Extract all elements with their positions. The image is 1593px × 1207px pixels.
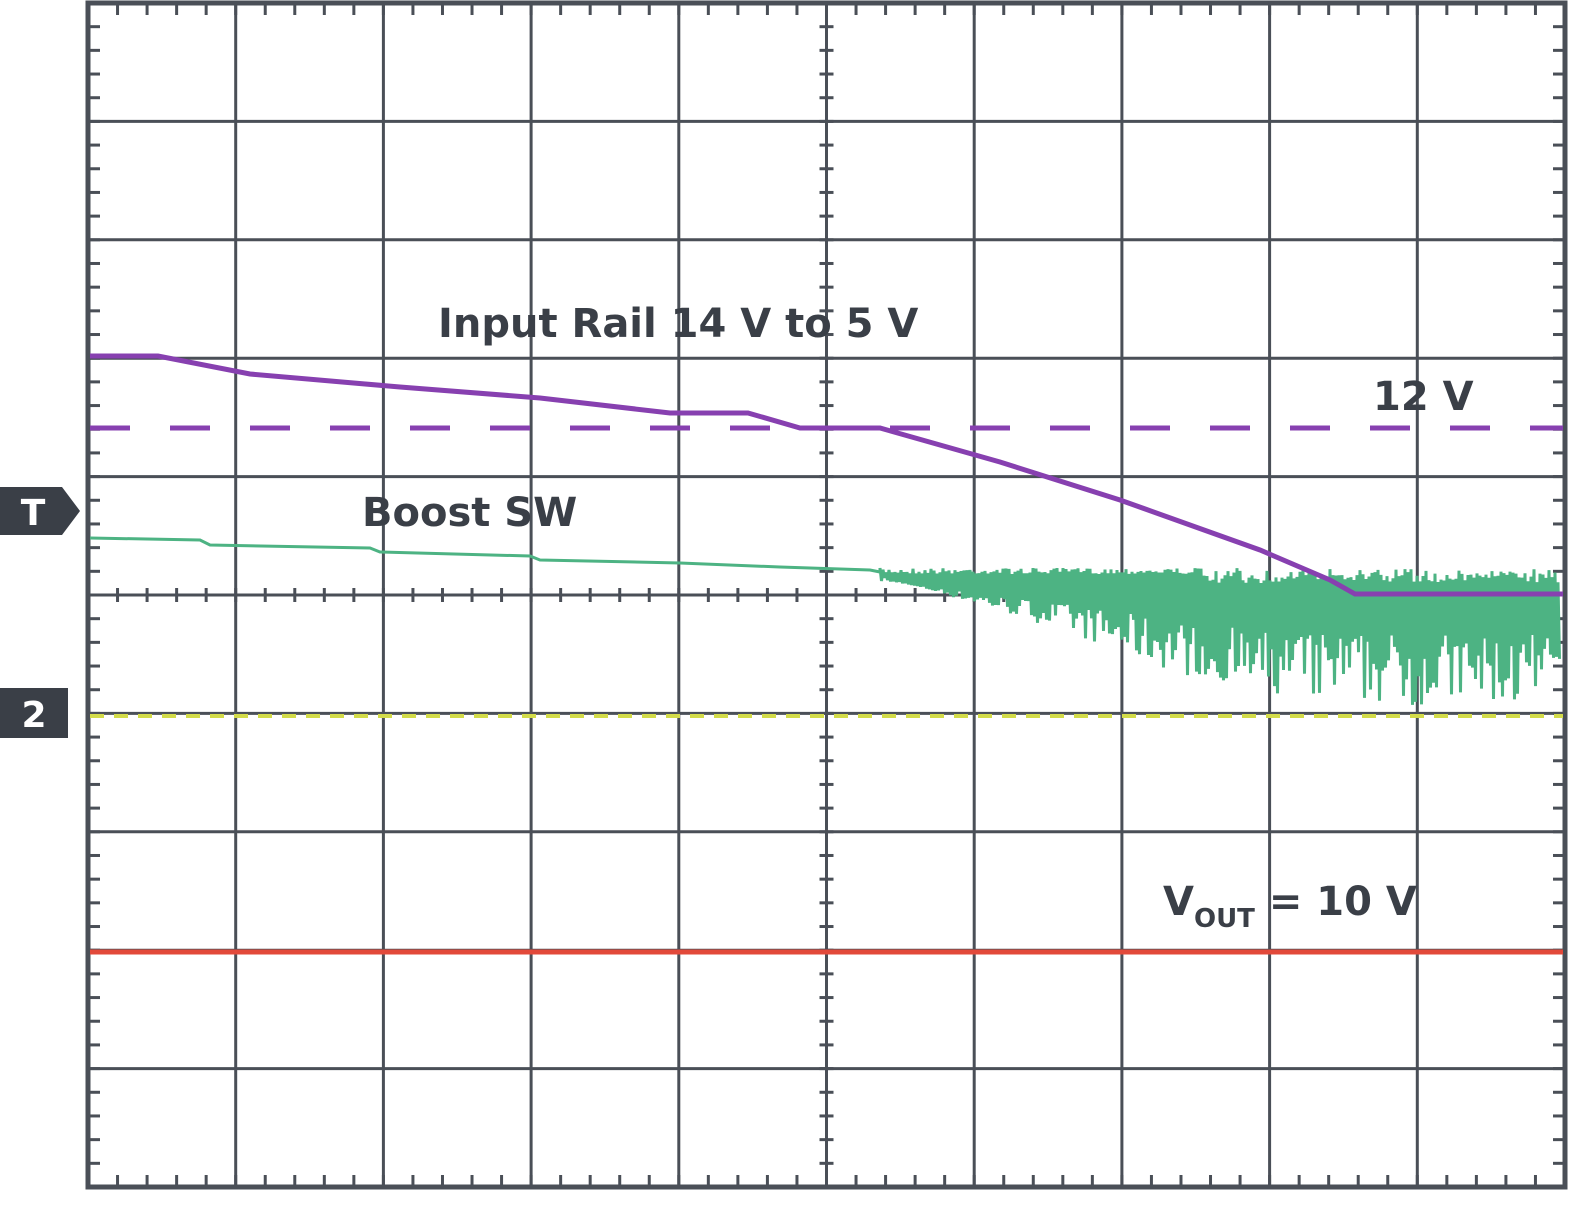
channel-marker xyxy=(0,688,68,738)
vout-rest: = 10 V xyxy=(1255,879,1417,925)
input-rail-label: Input Rail 14 V to 5 V xyxy=(438,301,918,347)
vout-v: V xyxy=(1163,879,1194,925)
vout-label: VOUT = 10 V xyxy=(1163,879,1417,934)
boost-sw-trace xyxy=(89,536,1561,705)
frame xyxy=(85,0,1568,1190)
vout-sub: OUT xyxy=(1194,904,1255,934)
level-label: 12 V xyxy=(1373,374,1474,420)
trigger-marker xyxy=(0,487,80,535)
trigger-text: T xyxy=(21,493,46,534)
boost-sw-label: Boost SW xyxy=(362,490,577,536)
channel-text: 2 xyxy=(21,695,46,736)
input-rail-trace xyxy=(90,353,1563,597)
